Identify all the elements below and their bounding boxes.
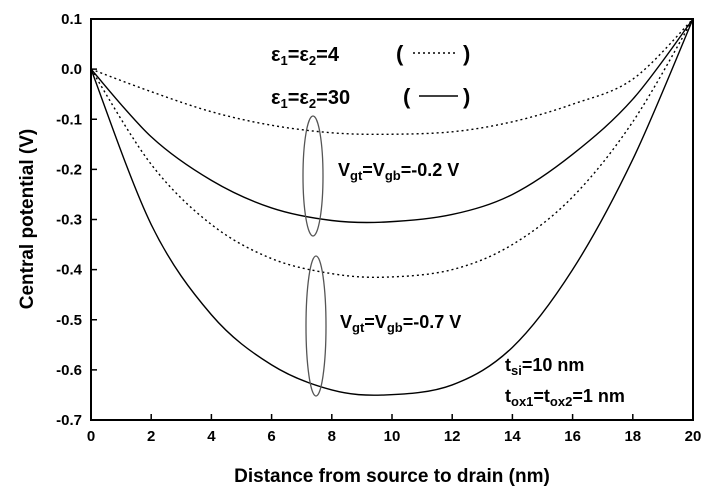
y-axis-ticks: 0.1 0.0 -0.1 -0.2 -0.3 -0.4 -0.5 -0.6 -0.7 <box>56 11 97 429</box>
legend: ε1=ε2=4 ( ) ε1=ε2=30 ( ) <box>271 41 470 111</box>
x-tick-label: 18 <box>624 428 641 445</box>
legend-solid-paren-close: ) <box>463 84 470 109</box>
y-tick-label: -0.5 <box>56 312 82 329</box>
x-axis-title: Distance from source to drain (nm) <box>234 466 550 487</box>
y-tick-label: 0.0 <box>61 61 82 78</box>
annotation-tox: tox1=tox2=1 nm <box>505 386 625 409</box>
y-tick-label: -0.1 <box>56 111 82 128</box>
y-tick-label: -0.3 <box>56 212 82 229</box>
x-tick-label: 12 <box>444 428 461 445</box>
x-axis-ticks: 0 2 4 6 8 10 12 14 16 18 20 <box>87 414 702 445</box>
x-tick-label: 20 <box>685 428 702 445</box>
legend-dotted-paren-open: ( <box>396 41 404 66</box>
legend-dotted-label: ε1=ε2=4 <box>271 44 340 68</box>
legend-solid-paren-open: ( <box>403 84 411 109</box>
annotation-tsi: tsi=10 nm <box>505 355 584 378</box>
legend-solid-label: ε1=ε2=30 <box>271 87 350 111</box>
series-layer <box>90 18 694 396</box>
annotation-vg-0.7: Vgt=Vgb=-0.7 V <box>340 312 461 335</box>
x-tick-label: 2 <box>147 428 155 445</box>
x-tick-label: 4 <box>207 428 216 445</box>
x-tick-label: 16 <box>564 428 581 445</box>
legend-dotted-paren-close: ) <box>463 41 470 66</box>
x-tick-label: 10 <box>384 428 401 445</box>
series-line-3 <box>90 18 694 279</box>
series-line-1 <box>90 18 694 136</box>
y-tick-label: 0.1 <box>61 11 82 28</box>
series-line-4 <box>90 18 694 396</box>
group-ellipse-upper <box>302 115 324 237</box>
x-tick-label: 14 <box>504 428 521 445</box>
series-line-2 <box>90 18 694 224</box>
y-axis-title: Central potential (V) <box>17 129 38 310</box>
y-tick-label: -0.7 <box>56 412 82 429</box>
x-tick-label: 6 <box>267 428 275 445</box>
x-tick-label: 8 <box>328 428 336 445</box>
group-ellipse-lower <box>305 255 327 397</box>
y-tick-label: -0.6 <box>56 362 82 379</box>
y-tick-label: -0.2 <box>56 161 82 178</box>
y-tick-label: -0.4 <box>56 262 83 279</box>
x-tick-label: 0 <box>87 428 95 445</box>
annotation-vg-0.2: Vgt=Vgb=-0.2 V <box>338 160 459 183</box>
